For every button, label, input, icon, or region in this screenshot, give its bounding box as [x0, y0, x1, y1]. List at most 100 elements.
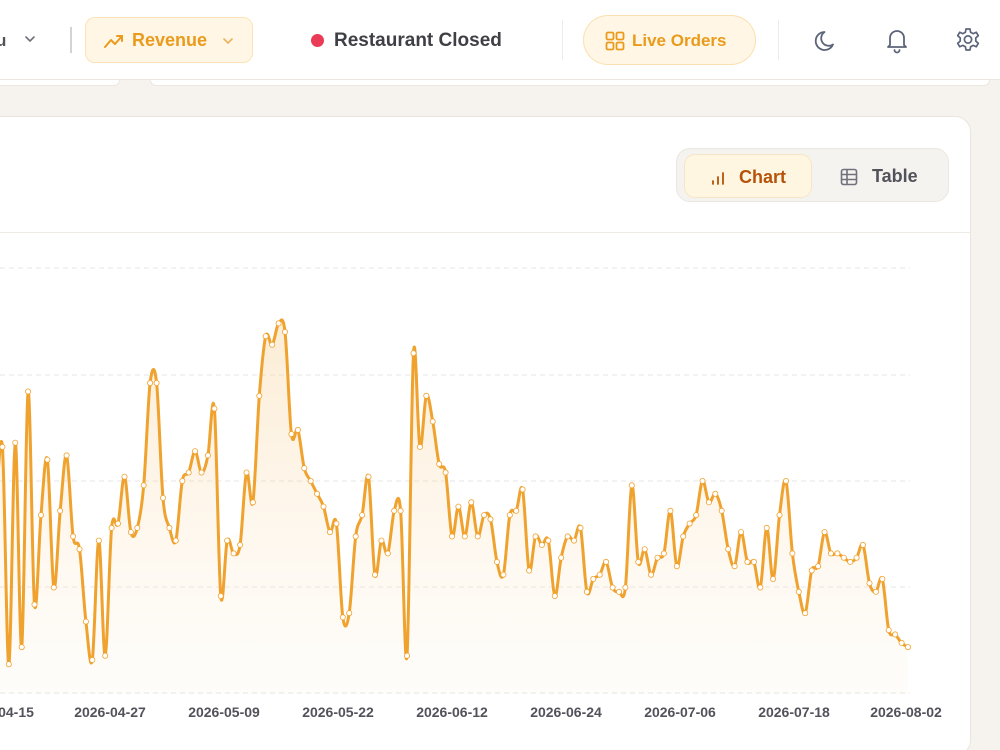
data-point[interactable]: [410, 350, 417, 357]
data-point[interactable]: [224, 537, 231, 544]
data-point[interactable]: [558, 554, 565, 561]
data-point[interactable]: [821, 529, 828, 536]
data-point[interactable]: [140, 482, 147, 489]
data-point[interactable]: [217, 593, 224, 600]
data-point[interactable]: [294, 426, 301, 433]
data-point[interactable]: [500, 571, 507, 578]
data-point[interactable]: [365, 473, 372, 480]
data-point[interactable]: [38, 512, 45, 519]
data-point[interactable]: [436, 460, 443, 467]
data-point[interactable]: [699, 477, 706, 484]
data-point[interactable]: [738, 529, 745, 536]
data-point[interactable]: [416, 443, 423, 450]
data-point[interactable]: [860, 541, 867, 548]
data-point[interactable]: [712, 490, 719, 497]
data-point[interactable]: [359, 512, 366, 519]
data-point[interactable]: [352, 533, 359, 540]
data-point[interactable]: [577, 524, 584, 531]
data-point[interactable]: [487, 516, 494, 523]
chart-view-button[interactable]: Chart: [684, 154, 812, 198]
data-point[interactable]: [866, 580, 873, 587]
data-point[interactable]: [95, 537, 102, 544]
data-point[interactable]: [102, 652, 109, 659]
data-point[interactable]: [693, 512, 700, 519]
data-point[interactable]: [18, 644, 25, 651]
data-point[interactable]: [834, 550, 841, 557]
data-point[interactable]: [827, 550, 834, 557]
data-point[interactable]: [378, 537, 385, 544]
data-point[interactable]: [391, 507, 398, 514]
data-point[interactable]: [371, 571, 378, 578]
data-point[interactable]: [403, 652, 410, 659]
data-point[interactable]: [230, 550, 237, 557]
chevron-down-icon[interactable]: [24, 33, 36, 45]
data-point[interactable]: [468, 499, 475, 506]
data-point[interactable]: [442, 469, 449, 476]
data-point[interactable]: [628, 482, 635, 489]
data-point[interactable]: [429, 418, 436, 425]
data-point[interactable]: [519, 486, 526, 493]
menu-dropdown-label[interactable]: u: [0, 31, 7, 50]
data-point[interactable]: [288, 431, 295, 438]
data-point[interactable]: [853, 554, 860, 561]
data-point[interactable]: [243, 469, 250, 476]
data-point[interactable]: [153, 379, 160, 386]
data-point[interactable]: [127, 529, 134, 536]
data-point[interactable]: [622, 584, 629, 591]
data-point[interactable]: [564, 533, 571, 540]
data-point[interactable]: [89, 656, 96, 663]
data-point[interactable]: [346, 610, 353, 617]
data-point[interactable]: [448, 533, 455, 540]
data-point[interactable]: [506, 512, 513, 519]
data-point[interactable]: [108, 524, 115, 531]
data-point[interactable]: [44, 456, 51, 463]
data-point[interactable]: [237, 541, 244, 548]
data-point[interactable]: [815, 563, 822, 570]
data-point[interactable]: [686, 520, 693, 527]
data-point[interactable]: [847, 558, 854, 565]
data-point[interactable]: [526, 567, 533, 574]
data-point[interactable]: [763, 524, 770, 531]
data-point[interactable]: [474, 533, 481, 540]
data-point[interactable]: [885, 627, 892, 634]
data-point[interactable]: [269, 341, 276, 348]
data-point[interactable]: [249, 499, 256, 506]
data-point[interactable]: [551, 593, 558, 600]
data-point[interactable]: [898, 639, 905, 646]
data-point[interactable]: [172, 537, 179, 544]
data-point[interactable]: [744, 558, 751, 565]
data-point[interactable]: [789, 550, 796, 557]
data-point[interactable]: [307, 477, 314, 484]
table-view-button[interactable]: Table: [815, 154, 943, 198]
data-point[interactable]: [879, 576, 886, 583]
data-point[interactable]: [12, 439, 19, 446]
data-point[interactable]: [326, 529, 333, 536]
data-point[interactable]: [481, 512, 488, 519]
data-point[interactable]: [275, 320, 282, 327]
data-point[interactable]: [185, 469, 192, 476]
data-point[interactable]: [461, 533, 468, 540]
data-point[interactable]: [641, 546, 648, 553]
data-point[interactable]: [583, 588, 590, 595]
data-point[interactable]: [616, 588, 623, 595]
data-point[interactable]: [545, 537, 552, 544]
data-point[interactable]: [892, 631, 899, 638]
data-point[interactable]: [802, 610, 809, 617]
data-point[interactable]: [872, 588, 879, 595]
data-point[interactable]: [455, 503, 462, 510]
data-point[interactable]: [147, 379, 154, 386]
data-point[interactable]: [667, 507, 674, 514]
data-point[interactable]: [648, 571, 655, 578]
data-point[interactable]: [397, 507, 404, 514]
data-point[interactable]: [757, 584, 764, 591]
data-point[interactable]: [493, 558, 500, 565]
data-point[interactable]: [281, 328, 288, 335]
data-point[interactable]: [179, 477, 186, 484]
data-point[interactable]: [654, 554, 661, 561]
data-point[interactable]: [423, 392, 430, 399]
data-point[interactable]: [50, 584, 57, 591]
data-point[interactable]: [166, 524, 173, 531]
revenue-dropdown-button[interactable]: Revenue: [85, 17, 253, 63]
data-point[interactable]: [339, 614, 346, 621]
data-point[interactable]: [680, 533, 687, 540]
